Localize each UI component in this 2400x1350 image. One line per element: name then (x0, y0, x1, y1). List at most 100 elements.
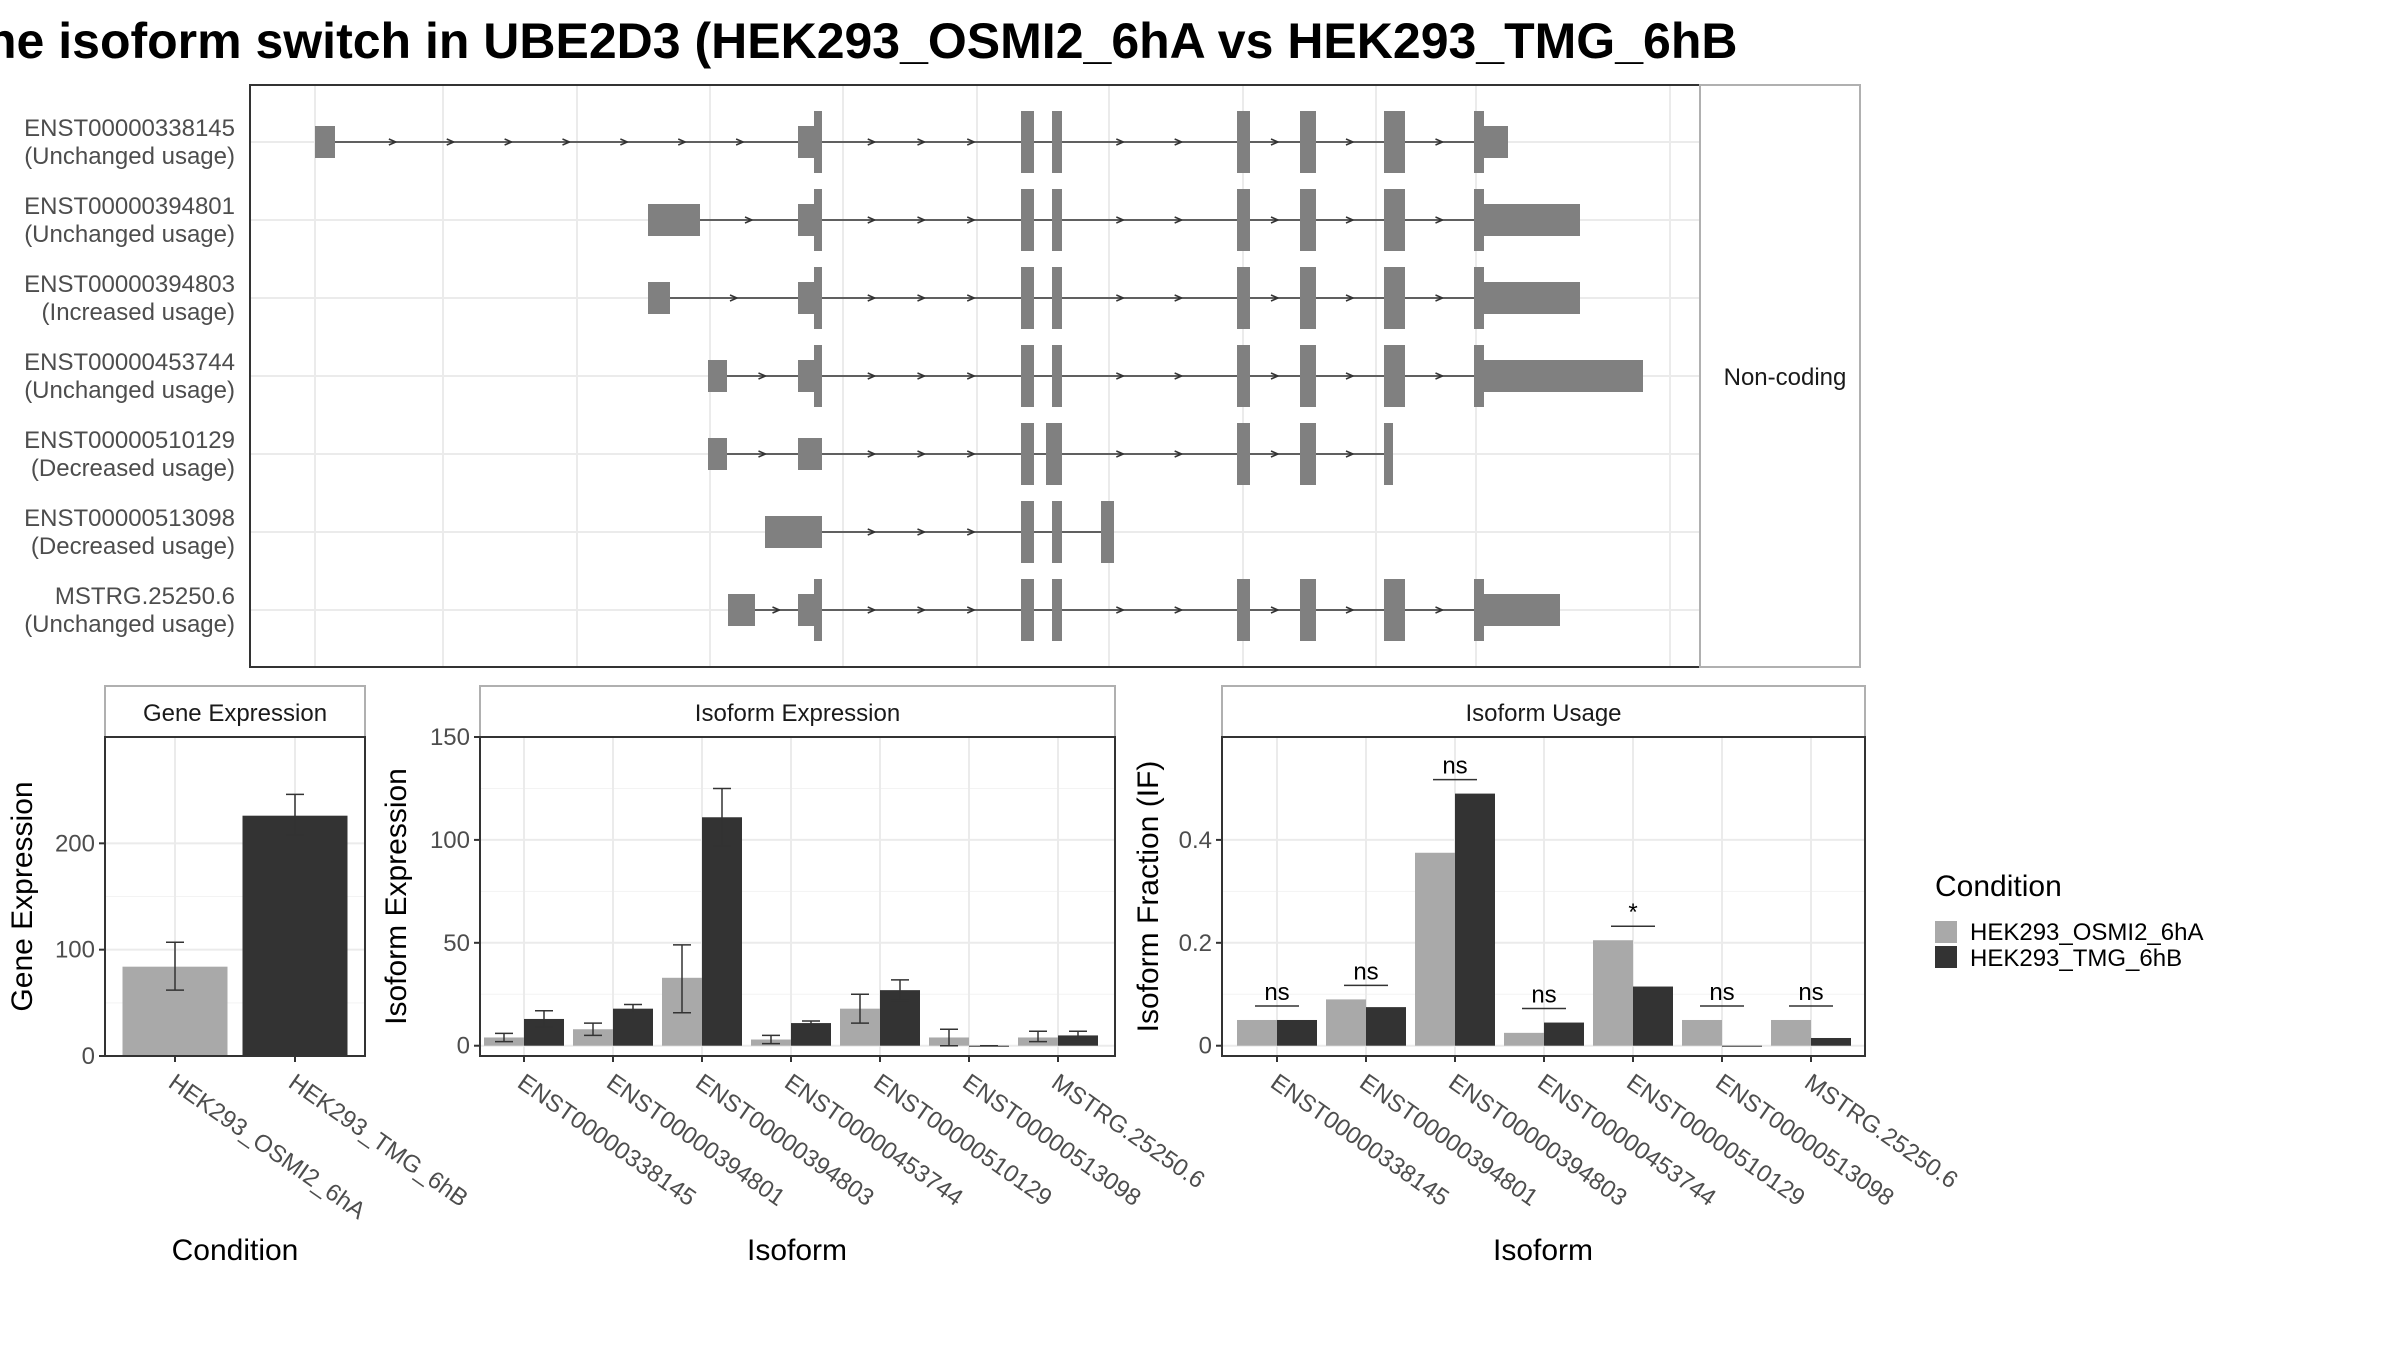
exon-block (1237, 189, 1250, 251)
exon-block (798, 360, 815, 392)
bar (1326, 999, 1366, 1046)
bar (1682, 1019, 1722, 1046)
strip-box (1221, 685, 1866, 738)
exon-block (1476, 204, 1580, 236)
strip-title: Isoform Usage (1465, 700, 1621, 727)
exon-block (1476, 360, 1643, 392)
isoform-status-label: (Decreased usage) (31, 533, 235, 560)
exon-block (798, 594, 815, 626)
intron-arrow (744, 216, 754, 224)
intron-arrow (917, 450, 927, 458)
bar (1455, 793, 1495, 1046)
significance-label: ns (1353, 958, 1378, 985)
intron-arrow (1116, 138, 1126, 146)
intron-arrow (1270, 450, 1280, 458)
y-tick-label: 50 (443, 930, 470, 957)
exon-block (1021, 189, 1034, 251)
intron-arrow (1174, 450, 1184, 458)
intron-arrow (966, 450, 977, 458)
intron-arrow (562, 138, 572, 146)
plot-title: he isoform switch in UBE2D3 (HEK293_OSMI… (0, 13, 1737, 69)
intron-arrow (917, 294, 927, 302)
exon-block (648, 282, 670, 314)
exon-block (798, 282, 815, 314)
exon-block (798, 204, 815, 236)
exon-block (1300, 111, 1316, 173)
exon-block (315, 126, 335, 158)
strip-title: Isoform Expression (695, 700, 900, 727)
intron-arrow (1435, 372, 1445, 380)
intron-arrow (867, 216, 877, 224)
transcript-structure-panel: Non-coding ENST00000338145 (Unchanged usag… (24, 84, 1861, 668)
significance-label: ns (1442, 753, 1467, 780)
significance-label: ns (1531, 982, 1556, 1009)
intron-arrow (1174, 372, 1184, 380)
y-axis-title: Gene Expression (6, 781, 39, 1011)
bar (1237, 1019, 1277, 1046)
exon-block (1384, 423, 1393, 485)
exon-block (765, 516, 822, 548)
isoform-status-label: (Unchanged usage) (24, 611, 235, 638)
isoform-status-label: (Increased usage) (42, 299, 235, 326)
exon-block (1052, 189, 1062, 251)
intron-arrow (758, 450, 768, 458)
exon-block (728, 594, 755, 626)
exon-block (1300, 267, 1316, 329)
intron-arrow (388, 138, 398, 146)
intron-arrow (677, 138, 688, 146)
intron-arrow (867, 606, 877, 614)
intron-arrow (966, 606, 977, 614)
isoform-id-label: ENST00000453744 (24, 349, 235, 376)
intron-arrow (758, 372, 768, 380)
y-tick-label: 0 (457, 1033, 470, 1060)
strip-box (479, 685, 1116, 738)
x-tick-label: MSTRG.25250.6 (1800, 1069, 1963, 1194)
exon-block (814, 111, 822, 173)
intron-arrow (1435, 216, 1445, 224)
intron-arrow (1270, 372, 1280, 380)
intron-arrow (620, 138, 630, 146)
exon-block (1237, 345, 1250, 407)
isoform-id-label: ENST00000394801 (24, 193, 235, 220)
isoform-id-label: ENST00000338145 (24, 115, 235, 142)
exon-block (1101, 501, 1114, 563)
intron-arrow (1345, 138, 1355, 146)
exon-block (1052, 267, 1062, 329)
exon-block (1384, 579, 1405, 641)
exon-block (814, 267, 822, 329)
y-tick-label: 100 (55, 937, 95, 964)
intron-arrow (1174, 606, 1184, 614)
isoform-status-label: (Unchanged usage) (24, 377, 235, 404)
intron-arrow (867, 450, 877, 458)
exon-block (1476, 282, 1580, 314)
bar (573, 1029, 613, 1046)
isoform-expression-panel: Isoform Expression050100150ENST000003381… (380, 685, 1210, 1267)
exon-block (1052, 111, 1062, 173)
isoform-id-label: MSTRG.25250.6 (55, 583, 235, 610)
exon-block (1384, 345, 1405, 407)
intron-arrow (966, 528, 977, 536)
intron-arrow (917, 372, 927, 380)
bar (1633, 986, 1673, 1046)
exon-block (1021, 579, 1034, 641)
exon-block (1476, 594, 1560, 626)
isoform-id-label: ENST00000394803 (24, 271, 235, 298)
bar (1722, 1045, 1762, 1047)
legend-title: Condition (1935, 870, 2062, 903)
intron-arrow (1270, 216, 1280, 224)
exon-block (1021, 345, 1034, 407)
intron-arrow (446, 138, 456, 146)
bar (242, 815, 348, 1056)
intron-arrow (867, 294, 877, 302)
intron-arrow (1345, 294, 1355, 302)
exon-block (814, 579, 822, 641)
legend: Condition HEK293_OSMI2_6hA HEK293_TMG_6h… (1935, 870, 2203, 972)
exon-block (1021, 267, 1034, 329)
intron-arrow (1345, 216, 1355, 224)
bar (613, 1008, 653, 1046)
significance-label: ns (1709, 979, 1734, 1006)
intron-arrow (729, 294, 739, 302)
intron-arrow (917, 138, 927, 146)
y-axis-title: Isoform Fraction (IF) (1132, 761, 1165, 1033)
non-coding-label: Non-coding (1724, 364, 1847, 391)
